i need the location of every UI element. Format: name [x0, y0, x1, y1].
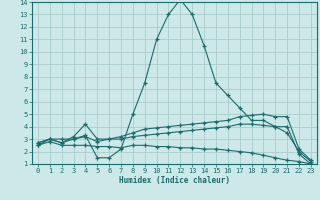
X-axis label: Humidex (Indice chaleur): Humidex (Indice chaleur)	[119, 176, 230, 185]
